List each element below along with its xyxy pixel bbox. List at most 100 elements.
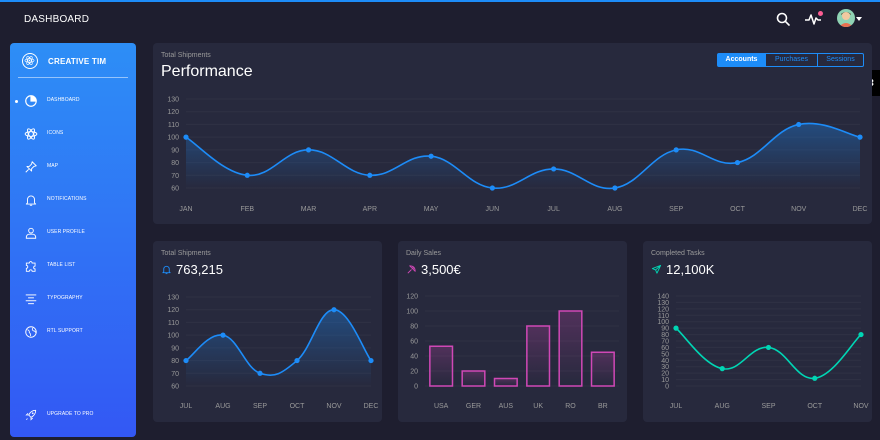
data-point — [489, 185, 495, 191]
data-point — [673, 325, 679, 331]
x-tick-label: NOV — [853, 403, 869, 410]
data-point — [331, 307, 337, 313]
spaceship-icon — [25, 409, 37, 421]
sidebar-item-map[interactable]: MAP — [10, 157, 136, 179]
x-tick-label: DEC — [853, 206, 868, 213]
data-point — [673, 147, 679, 153]
y-tick-label: 140 — [657, 294, 669, 301]
y-tick-label: 0 — [665, 384, 669, 391]
x-tick-label: DEC — [364, 403, 379, 410]
x-tick-label: NOV — [791, 206, 807, 213]
delivery-fast-icon — [407, 265, 416, 274]
data-point — [765, 344, 772, 351]
data-point — [734, 159, 741, 166]
bar — [590, 351, 615, 387]
y-tick-label: 80 — [171, 160, 179, 167]
data-point — [244, 172, 250, 178]
data-point — [612, 185, 618, 191]
avatar[interactable] — [837, 9, 855, 27]
pin-icon — [25, 161, 37, 173]
y-tick-label: 70 — [661, 339, 669, 346]
card-value: 763,215 — [176, 262, 223, 277]
bar — [493, 377, 518, 387]
atom-icon — [24, 128, 38, 140]
y-tick-label: 90 — [171, 147, 179, 154]
daily-sales-card: Daily Sales 3,500€ 0 20 40 60 80 100 120 USA GER… — [398, 241, 627, 422]
y-tick-label: 60 — [410, 339, 418, 346]
data-point — [367, 172, 373, 178]
card-category: Total Shipments — [161, 250, 211, 257]
react-logo-icon[interactable] — [22, 53, 38, 69]
x-tick-label: UK — [533, 403, 543, 410]
data-point — [368, 357, 374, 364]
y-tick-label: 130 — [167, 295, 179, 302]
x-tick-label: OCT — [290, 403, 306, 410]
y-tick-label: 80 — [171, 358, 179, 365]
tab-sessions[interactable]: Sessions — [818, 53, 864, 67]
x-tick-label: SEP — [761, 403, 775, 410]
y-tick-label: 30 — [661, 364, 669, 371]
performance-chart: 60 70 80 90 100 110 120 130 JAN FEB MAR APR MAY JUN JU… — [167, 97, 868, 214]
shipments-chart: 60 70 80 90 100 110 120 130 JUL AUG SEP OCT NOV DEC — [167, 295, 379, 411]
x-tick-label: AUS — [499, 403, 514, 410]
x-tick-label: OCT — [730, 206, 746, 213]
notification-dot — [818, 11, 823, 16]
active-indicator — [15, 100, 18, 103]
tab-accounts[interactable]: Accounts — [717, 53, 766, 67]
y-tick-label: 120 — [167, 109, 179, 116]
y-tick-label: 130 — [167, 97, 179, 104]
x-tick-label: JUN — [486, 206, 500, 213]
sidebar-item-label: TYPOGRAPHY — [47, 295, 83, 301]
series-area — [186, 309, 371, 386]
y-tick-label: 100 — [167, 333, 179, 340]
y-tick-label: 20 — [661, 371, 669, 378]
sidebar-item-upgrade[interactable]: UPGRADE TO PRO — [10, 405, 136, 427]
completed-tasks-card: Completed Tasks 12,100K 0 10 20 30 40 50 60 70 8… — [643, 241, 872, 422]
y-tick-label: 120 — [167, 307, 179, 314]
sidebar-item-label: MAP — [47, 163, 59, 169]
sidebar-item-user-profile[interactable]: USER PROFILE — [10, 223, 136, 245]
card-value: 12,100K — [666, 262, 715, 277]
sidebar-item-label: NOTIFICATIONS — [47, 196, 87, 202]
card-title: Performance — [161, 63, 253, 80]
card-value: 3,500€ — [421, 262, 461, 277]
activity-icon[interactable] — [804, 11, 824, 27]
y-tick-label: 40 — [661, 358, 669, 365]
x-tick-label: JUL — [180, 403, 193, 410]
tab-purchases[interactable]: Purchases — [766, 53, 818, 67]
sidebar-item-label: ICONS — [47, 130, 64, 136]
x-tick-label: USA — [434, 403, 449, 410]
bar — [429, 345, 454, 387]
avatar-image-icon — [839, 12, 853, 27]
x-tick-label: BR — [598, 403, 608, 410]
chevron-down-icon[interactable] — [856, 17, 862, 21]
sidebar-item-notifications[interactable]: NOTIFICATIONS — [10, 190, 136, 212]
sidebar-item-rtl-support[interactable]: RTL SUPPORT — [10, 322, 136, 344]
performance-card: Total Shipments Performance Accounts Pur… — [153, 43, 872, 224]
chart-tab-group: Accounts Purchases Sessions — [717, 53, 864, 67]
sidebar-item-typography[interactable]: TYPOGRAPHY — [10, 289, 136, 311]
x-tick-label: NOV — [326, 403, 342, 410]
sidebar-divider — [18, 77, 128, 78]
sidebar-item-label: RTL SUPPORT — [47, 328, 83, 334]
data-point — [294, 357, 300, 364]
x-tick-label: SEP — [253, 403, 267, 410]
card-category: Total Shipments — [161, 52, 211, 59]
total-shipments-card: Total Shipments 763,215 60 70 80 90 100 110 12… — [153, 241, 382, 422]
x-tick-label: APR — [363, 206, 377, 213]
series-line — [675, 327, 862, 380]
sidebar: CREATIVE TIM DASHBOARD ICONS MAP NOTIFIC… — [10, 43, 136, 437]
bell-icon — [25, 195, 37, 206]
x-tick-label: JUL — [547, 206, 560, 213]
navbar-brand[interactable]: DASHBOARD — [24, 14, 90, 25]
sidebar-item-table-list[interactable]: TABLE LIST — [10, 256, 136, 278]
sidebar-item-icons[interactable]: ICONS — [10, 124, 136, 146]
align-center-icon — [25, 294, 37, 305]
y-tick-label: 0 — [414, 384, 418, 391]
x-tick-label: MAY — [424, 206, 439, 213]
sidebar-item-dashboard[interactable]: DASHBOARD — [10, 91, 136, 113]
sidebar-brand[interactable]: CREATIVE TIM — [48, 57, 107, 66]
y-tick-label: 80 — [661, 332, 669, 339]
search-icon[interactable] — [775, 11, 791, 27]
